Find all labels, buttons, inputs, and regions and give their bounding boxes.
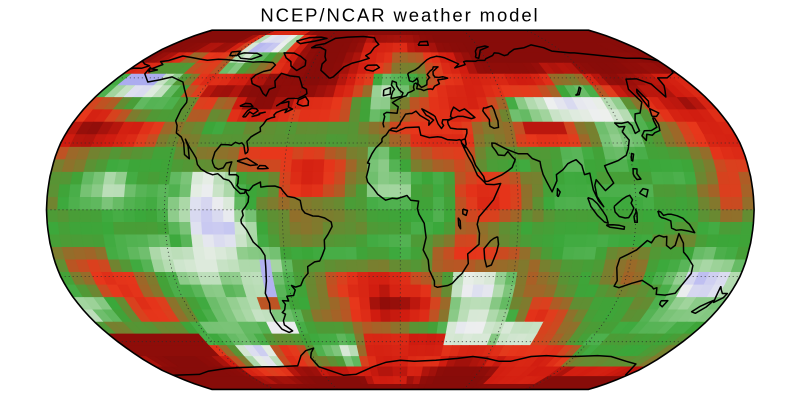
svg-text:NCEP/NCAR weather model: NCEP/NCAR weather model	[260, 5, 539, 26]
